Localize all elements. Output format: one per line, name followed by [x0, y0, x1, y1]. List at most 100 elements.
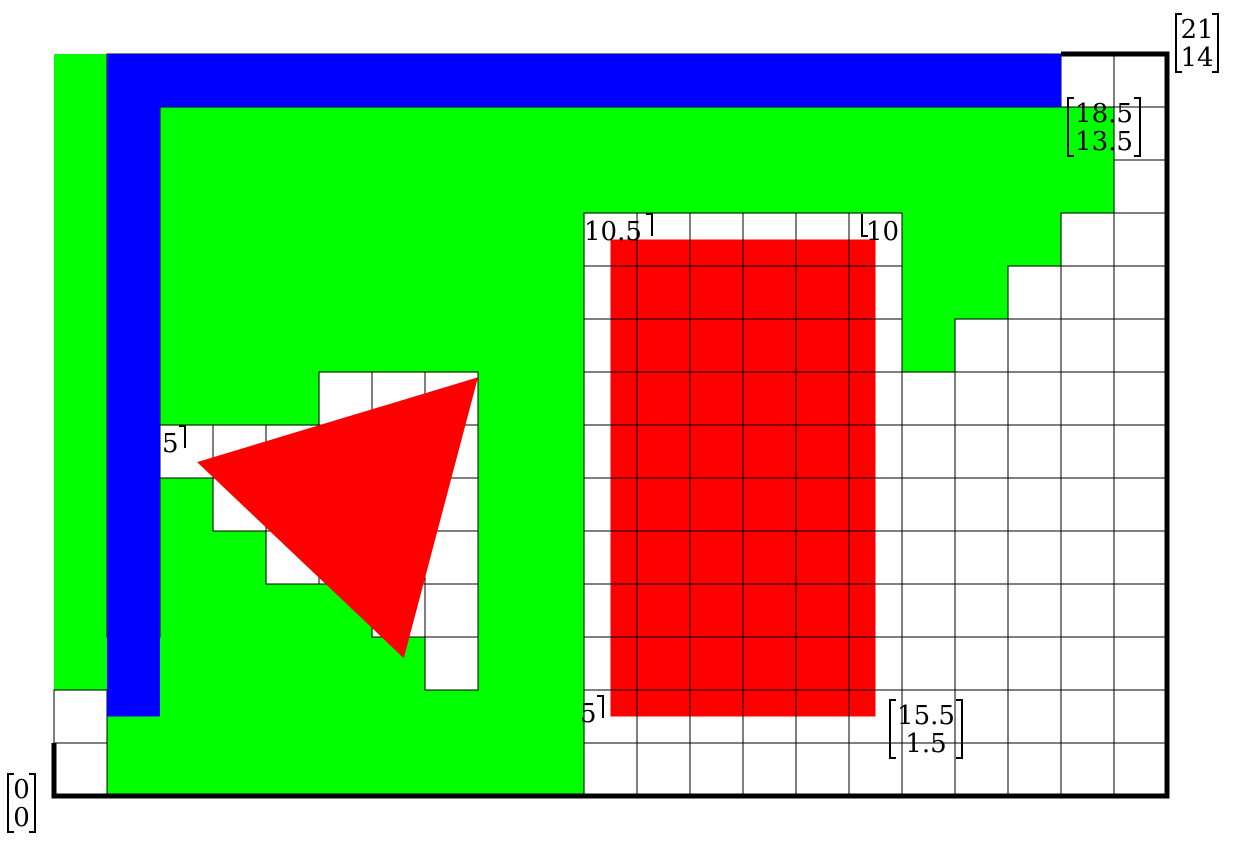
free-cell [319, 160, 373, 214]
free-cell [319, 743, 373, 797]
free-cell [478, 531, 532, 585]
label-bottom-value: 13.5 [1075, 127, 1133, 157]
label-top-value: 18.5 [1075, 99, 1133, 129]
free-cell [584, 160, 638, 214]
partial-label-text: 10 [866, 217, 899, 247]
free-cell [531, 266, 585, 320]
free-cell [54, 584, 108, 638]
free-cell [478, 425, 532, 479]
free-cell [372, 107, 426, 161]
free-cell [266, 266, 320, 320]
free-cell [213, 637, 267, 691]
free-cell [266, 584, 320, 638]
free-cell [319, 690, 373, 744]
label-top-value: 15.5 [897, 701, 955, 731]
free-cell [160, 266, 214, 320]
free-cell [213, 743, 267, 797]
free-cell [160, 478, 214, 532]
label-bottom-value: 14 [1180, 43, 1213, 73]
free-cell [902, 319, 956, 373]
partial-label-text: 5 [580, 699, 597, 729]
free-cell [266, 107, 320, 161]
free-cell [478, 372, 532, 426]
label-bottom-value: 0 [13, 803, 30, 833]
obstacles-layer [197, 239, 876, 717]
free-cell [213, 372, 267, 426]
free-cell [531, 743, 585, 797]
partial-label-triangle-left: 5 [162, 425, 186, 459]
label-top-value: 21 [1180, 15, 1213, 45]
free-cell [213, 690, 267, 744]
free-cell [478, 637, 532, 691]
free-cell [478, 478, 532, 532]
free-cell [849, 107, 903, 161]
free-cell [213, 531, 267, 585]
free-cell [160, 372, 214, 426]
free-cell [478, 213, 532, 267]
free-cell [54, 107, 108, 161]
free-cell [372, 266, 426, 320]
free-cell [54, 372, 108, 426]
free-cell [531, 213, 585, 267]
free-cell [160, 531, 214, 585]
free-region [54, 54, 1115, 797]
free-cell [266, 372, 320, 426]
free-cell [478, 107, 532, 161]
free-cell [902, 213, 956, 267]
free-cell [531, 372, 585, 426]
free-cell [531, 160, 585, 214]
free-cell [213, 213, 267, 267]
free-cell [690, 107, 744, 161]
free-cell [319, 213, 373, 267]
free-cell [531, 107, 585, 161]
free-cell [160, 213, 214, 267]
grid-border [51, 51, 1170, 799]
free-cell [266, 160, 320, 214]
free-cell [796, 160, 850, 214]
path-layer [107, 54, 1061, 717]
free-cell [213, 266, 267, 320]
free-cell [531, 425, 585, 479]
path-line [107, 54, 1061, 717]
free-cell [425, 266, 479, 320]
free-cell [160, 690, 214, 744]
free-cell [266, 690, 320, 744]
free-cell [266, 319, 320, 373]
free-cell [902, 160, 956, 214]
free-cell [955, 213, 1009, 267]
free-cell [478, 743, 532, 797]
free-cell [319, 637, 373, 691]
free-cell [849, 160, 903, 214]
free-cell [478, 266, 532, 320]
free-cell [531, 637, 585, 691]
free-cell [743, 160, 797, 214]
free-cell [213, 584, 267, 638]
label-top-value: 0 [13, 775, 30, 805]
free-cell [531, 478, 585, 532]
triangle-obstacle [197, 377, 478, 659]
free-cell [1061, 107, 1115, 161]
free-cell [54, 213, 108, 267]
free-cell [160, 743, 214, 797]
free-cell [425, 213, 479, 267]
free-cell [160, 584, 214, 638]
free-cell [478, 319, 532, 373]
free-cell [54, 478, 108, 532]
free-cell [902, 107, 956, 161]
free-cell [160, 160, 214, 214]
free-cell [107, 743, 161, 797]
free-cell [160, 319, 214, 373]
free-cell [372, 160, 426, 214]
free-cell [478, 690, 532, 744]
label-origin: 00 [7, 773, 36, 833]
free-cell [213, 107, 267, 161]
free-cell [531, 584, 585, 638]
free-cell [955, 107, 1009, 161]
free-cell [319, 266, 373, 320]
free-cell [319, 107, 373, 161]
label-rect-bottom-right: 15.51.5 [889, 699, 963, 759]
free-cell [796, 107, 850, 161]
